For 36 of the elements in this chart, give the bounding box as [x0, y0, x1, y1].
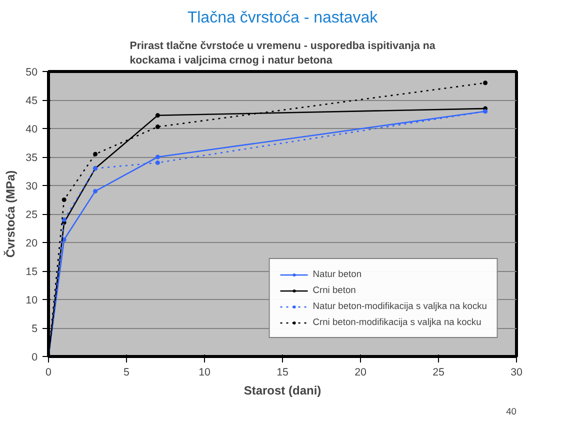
x-tick-label: 25	[432, 366, 444, 378]
x-tick-label: 15	[276, 366, 288, 378]
point	[155, 160, 160, 165]
point	[155, 113, 160, 118]
legend-label: Natur beton	[312, 269, 362, 279]
point	[155, 124, 160, 130]
legend-label: Crni beton	[312, 285, 356, 295]
x-tick-label: 30	[510, 366, 522, 378]
y-axis-title: Čvrstoća (MPa)	[4, 170, 18, 258]
x-tick-label: 10	[198, 366, 210, 378]
legend-label: Natur beton-modifikacija s valjka na kocku	[312, 301, 487, 311]
x-tick-label: 0	[46, 366, 52, 378]
point	[483, 80, 488, 86]
y-tick-label: 35	[26, 152, 38, 164]
y-tick-label: 40	[26, 124, 38, 136]
text: 40	[506, 406, 517, 416]
point	[62, 217, 66, 222]
y-tick-label: 25	[26, 209, 38, 221]
x-tick-label: 5	[124, 366, 130, 378]
x-tick-label: 20	[354, 366, 366, 378]
y-tick-label: 20	[26, 238, 38, 250]
chart-title: Tlačna čvrstoća - nastavak	[187, 10, 379, 26]
y-tick-label: 15	[26, 266, 38, 278]
y-tick-label: 30	[26, 180, 38, 192]
legend-label: Crni beton-modifikacija s valjka na kocku	[312, 317, 482, 327]
y-tick-label: 0	[32, 352, 38, 364]
y-tick-label: 50	[26, 66, 38, 78]
x-axis-title: Starost (dani)	[244, 384, 322, 398]
y-tick-label: 45	[26, 95, 38, 107]
point	[93, 188, 98, 194]
y-tick-label: 5	[32, 323, 38, 335]
y-tick-label: 10	[26, 294, 38, 306]
point	[155, 154, 160, 160]
point	[62, 198, 66, 202]
point	[93, 152, 98, 156]
chart-subtitle: Prirast tlačne čvrstoće u vremenu - usporedba ispitivanja na kockama i valjcima crnog i natur betona	[130, 40, 436, 66]
